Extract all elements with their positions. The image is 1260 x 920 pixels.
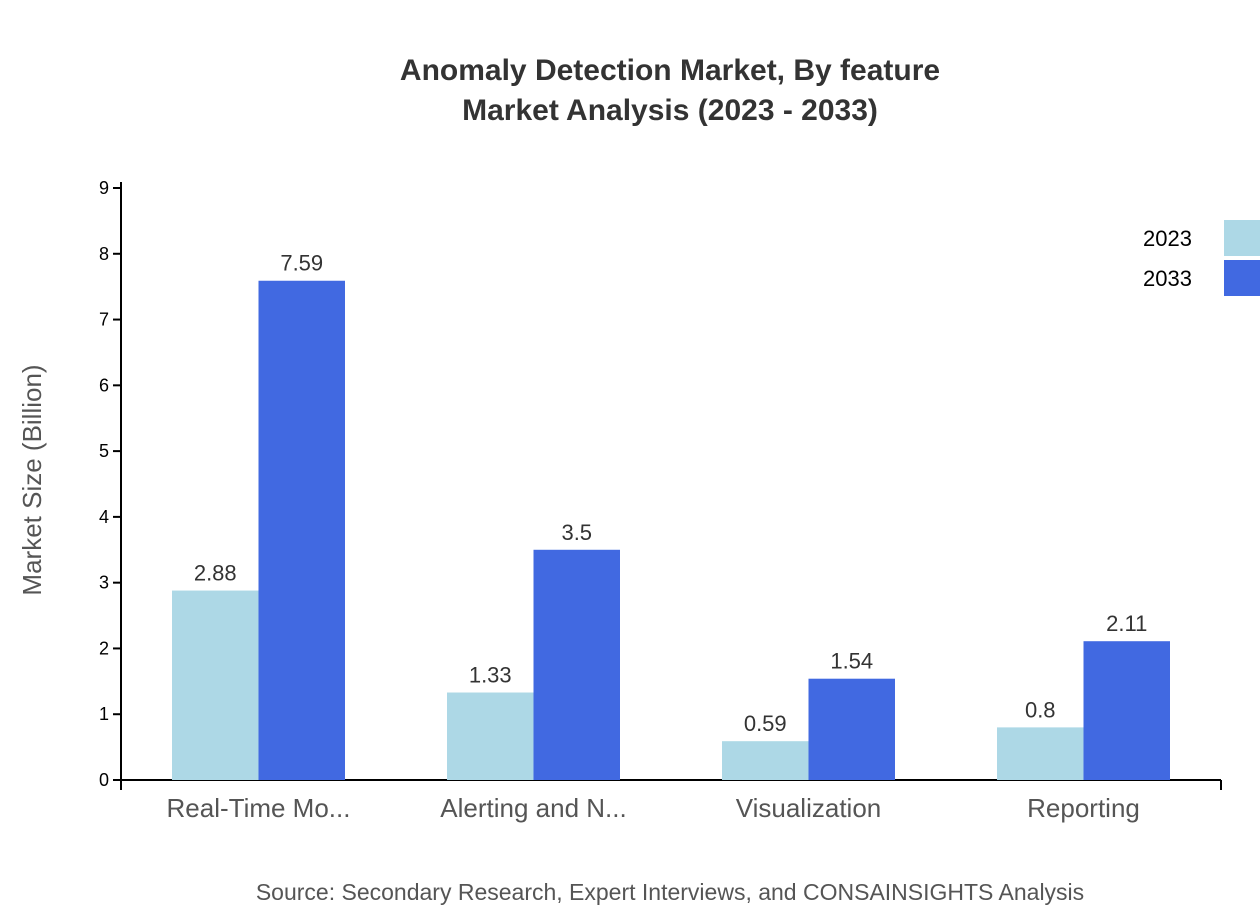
y-tick-label: 5 xyxy=(99,441,109,461)
x-tick-label: Alerting and N... xyxy=(440,793,626,823)
bar-2033 xyxy=(808,678,895,780)
data-label: 2.11 xyxy=(1106,611,1147,636)
bar-2023 xyxy=(997,727,1084,780)
legend-swatch xyxy=(1224,260,1260,296)
y-tick-label: 7 xyxy=(99,310,109,330)
bar-2033 xyxy=(258,280,345,780)
y-axis-label: Market Size (Billion) xyxy=(17,364,47,595)
y-tick-label: 1 xyxy=(99,704,109,724)
data-label: 1.33 xyxy=(469,663,512,688)
legend-label: 2033 xyxy=(1143,266,1192,291)
bar-2023 xyxy=(722,741,809,780)
y-tick-label: 4 xyxy=(99,507,109,527)
y-tick-label: 2 xyxy=(99,638,109,658)
x-tick-label: Visualization xyxy=(736,793,882,823)
legend-label: 2023 xyxy=(1143,226,1192,251)
bar-2033 xyxy=(533,549,620,780)
y-tick-label: 3 xyxy=(99,573,109,593)
data-label: 3.5 xyxy=(561,520,592,545)
data-label: 1.54 xyxy=(830,649,873,674)
bar-2023 xyxy=(172,590,259,780)
chart-title: Anomaly Detection Market, By feature xyxy=(400,54,940,87)
chart-subtitle: Market Analysis (2023 - 2033) xyxy=(462,94,878,127)
y-tick-label: 6 xyxy=(99,375,109,395)
data-label: 0.59 xyxy=(744,711,787,736)
bar-2033 xyxy=(1083,641,1170,780)
source-note: Source: Secondary Research, Expert Inter… xyxy=(256,879,1084,905)
data-label: 2.88 xyxy=(194,561,237,586)
x-tick-label: Real-Time Mo... xyxy=(167,793,351,823)
legend-swatch xyxy=(1224,220,1260,256)
y-tick-label: 9 xyxy=(99,178,109,198)
y-tick-label: 0 xyxy=(99,770,109,790)
y-tick-label: 8 xyxy=(99,244,109,264)
data-label: 0.8 xyxy=(1025,697,1056,722)
data-label: 7.59 xyxy=(280,251,323,276)
x-tick-label: Reporting xyxy=(1027,793,1140,823)
bar-2023 xyxy=(447,692,534,780)
